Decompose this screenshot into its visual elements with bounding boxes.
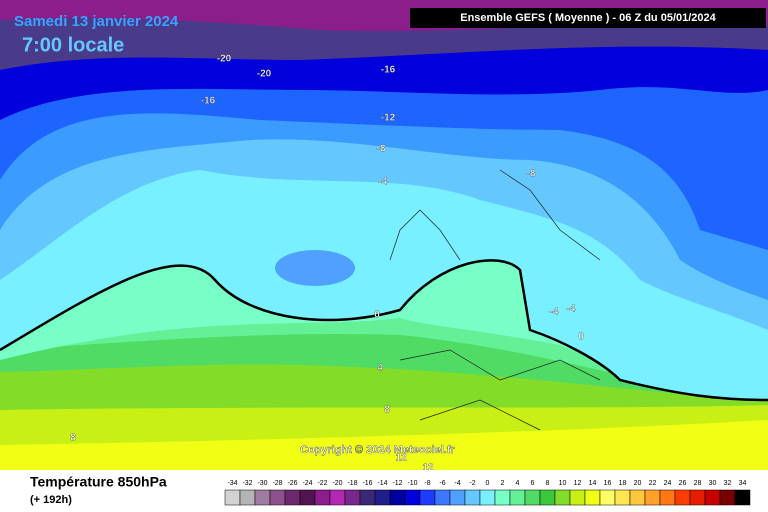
- legend-value: -28: [272, 480, 282, 487]
- footer-title: Température 850hPa: [30, 474, 167, 490]
- contour-label: -20: [257, 69, 272, 80]
- legend-swatch: [644, 489, 661, 506]
- legend-value: 22: [649, 480, 657, 487]
- legend-value: 14: [589, 480, 597, 487]
- contour-label: -8: [527, 169, 536, 180]
- contour-label: 0: [578, 332, 584, 343]
- legend-swatch: [284, 489, 301, 506]
- legend-value: -22: [317, 480, 327, 487]
- copyright: Copyright © 2024 Meteociel.fr: [300, 444, 456, 456]
- legend-swatch: [239, 489, 256, 506]
- legend-swatch: [344, 489, 361, 506]
- legend-swatch: [404, 489, 421, 506]
- time: 7:00 locale: [22, 34, 124, 56]
- legend-value: -4: [454, 480, 460, 487]
- legend-swatch: [479, 489, 496, 506]
- legend-value: -12: [392, 480, 402, 487]
- legend-swatch: [524, 489, 541, 506]
- legend-swatch: [299, 489, 316, 506]
- legend-value: 0: [486, 480, 490, 487]
- legend-value: -32: [242, 480, 252, 487]
- legend-value: -26: [287, 480, 297, 487]
- legend-value: -20: [332, 480, 342, 487]
- legend-swatch: [224, 489, 241, 506]
- legend-swatch: [419, 489, 436, 506]
- legend-value: 34: [739, 480, 747, 487]
- contour-label: 4: [377, 363, 383, 374]
- contour-label: -4: [550, 307, 559, 318]
- contour-label: 8: [384, 405, 390, 416]
- legend-value: -2: [469, 480, 475, 487]
- legend-swatch: [464, 489, 481, 506]
- legend-value: 6: [531, 480, 535, 487]
- legend-value: 18: [619, 480, 627, 487]
- legend-value: 12: [574, 480, 582, 487]
- legend-value: 30: [709, 480, 717, 487]
- legend-value: -6: [439, 480, 445, 487]
- legend-swatch: [539, 489, 556, 506]
- contour-label: -16: [201, 96, 216, 107]
- legend-swatch: [689, 489, 706, 506]
- date: Samedi 13 janvier 2024: [14, 13, 179, 30]
- legend-value: -24: [302, 480, 312, 487]
- legend: -34 -32 -30 -28 -26 -24 -22 -20 -18 -16 -14 -12 -10-…: [224, 480, 751, 506]
- legend-value: 20: [634, 480, 642, 487]
- legend-value: -18: [347, 480, 357, 487]
- legend-value: -8: [424, 480, 430, 487]
- legend-swatch: [434, 489, 451, 506]
- contour-labels: -20 -20 -16 -16 -12 -8 -4 -8 0 -4 -4 0 4 8 8 12 12: [70, 54, 584, 474]
- legend-swatch: [719, 489, 736, 506]
- legend-swatch: [329, 489, 346, 506]
- legend-swatch: [674, 489, 691, 506]
- model-bar: [410, 8, 766, 28]
- legend-value: -10: [407, 480, 417, 487]
- legend-swatch: [509, 489, 526, 506]
- legend-swatch: [359, 489, 376, 506]
- legend-value: 16: [604, 480, 612, 487]
- legend-swatch: [584, 489, 601, 506]
- legend-value: -34: [227, 480, 237, 487]
- contour-label: -12: [381, 113, 396, 124]
- contour-label: -20: [217, 54, 232, 65]
- legend-swatch: [734, 489, 751, 506]
- legend-value: 32: [724, 480, 732, 487]
- legend-value: 2: [501, 480, 505, 487]
- contour-label: -8: [377, 144, 386, 155]
- legend-value: 28: [694, 480, 702, 487]
- contour-label: 8: [70, 433, 76, 444]
- legend-swatch: [554, 489, 571, 506]
- map-background: [0, 0, 768, 470]
- legend-swatch: [254, 489, 271, 506]
- legend-value: 26: [679, 480, 687, 487]
- legend-value: 10: [559, 480, 567, 487]
- model-info: Ensemble GEFS ( Moyenne ) - 06 Z du 05/0…: [460, 12, 716, 24]
- legend-swatch: [449, 489, 466, 506]
- legend-swatch: [569, 489, 586, 506]
- legend-swatch: [629, 489, 646, 506]
- legend-value: -30: [257, 480, 267, 487]
- legend-value: -14: [377, 480, 387, 487]
- legend-value: -16: [362, 480, 372, 487]
- legend-swatch: [704, 489, 721, 506]
- legend-swatch: [599, 489, 616, 506]
- legend-swatch: [659, 489, 676, 506]
- contour-label: 12: [422, 463, 434, 474]
- legend-swatch: [389, 489, 406, 506]
- legend-swatch: [314, 489, 331, 506]
- contour-label: -4: [379, 177, 388, 188]
- legend-value: 24: [664, 480, 672, 487]
- legend-swatch: [269, 489, 286, 506]
- legend-swatch: [374, 489, 391, 506]
- contour-label: -4: [567, 304, 576, 315]
- legend-swatch: [614, 489, 631, 506]
- legend-value: 8: [546, 480, 550, 487]
- legend-swatch: [494, 489, 511, 506]
- footer-lead: (+ 192h): [30, 494, 72, 506]
- contour-label: -16: [381, 65, 396, 76]
- contour-label: 0: [374, 310, 380, 321]
- legend-value: 4: [516, 480, 520, 487]
- contour-label: 12: [395, 453, 407, 464]
